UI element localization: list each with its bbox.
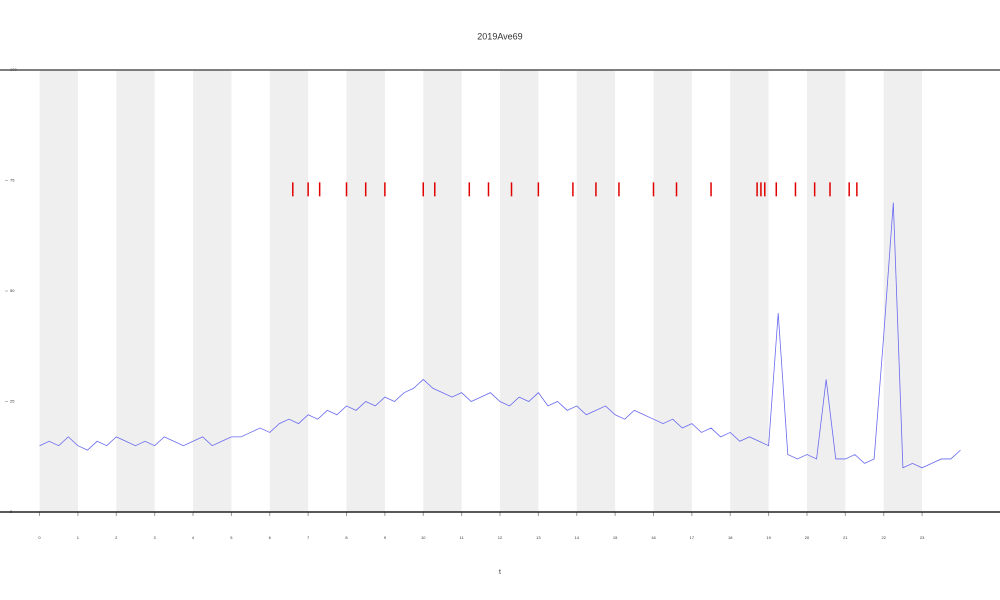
x-tick-label: 19 xyxy=(766,535,771,540)
x-tick-label: 12 xyxy=(498,535,503,540)
background xyxy=(39,70,923,512)
shade-band xyxy=(500,70,539,512)
x-tick-label: 23 xyxy=(920,535,925,540)
x-tick-label: 7 xyxy=(307,535,310,540)
x-tick-label: 8 xyxy=(345,535,348,540)
x-tick-label: 9 xyxy=(384,535,387,540)
chart-title: 2019Ave69 xyxy=(477,31,522,41)
y-tick-label: 25 xyxy=(10,399,15,404)
x-tick-label: 13 xyxy=(536,535,541,540)
shade-band xyxy=(883,70,923,512)
y-tick-label: 75 xyxy=(10,178,15,183)
x-tick-label: 21 xyxy=(843,535,848,540)
x-tick-label: 1 xyxy=(77,535,80,540)
shade-band xyxy=(269,70,309,512)
shade-band xyxy=(806,70,846,512)
x-tick-label: 6 xyxy=(269,535,272,540)
shade-band xyxy=(116,70,155,512)
x-tick-label: 20 xyxy=(805,535,810,540)
shade-band xyxy=(39,70,78,512)
x-tick-label: 22 xyxy=(881,535,886,540)
x-tick-label: 14 xyxy=(575,535,580,540)
x-tick-label: 17 xyxy=(690,535,695,540)
shade-band xyxy=(730,70,769,512)
series-line xyxy=(39,202,961,469)
x-tick-label: 0 xyxy=(38,535,41,540)
x-tick-label: 15 xyxy=(613,535,618,540)
shade-band xyxy=(576,70,616,512)
shade-band xyxy=(653,70,692,512)
x-tick-label: 10 xyxy=(421,535,426,540)
x-tick-label: 11 xyxy=(460,535,465,540)
x-tick-label: 18 xyxy=(728,535,733,540)
x-tick-label: 5 xyxy=(230,535,233,540)
shade-band xyxy=(423,70,462,512)
x-tick-label: 2 xyxy=(115,535,118,540)
x-tick-label: 4 xyxy=(192,535,195,540)
x-axis-label: t xyxy=(499,569,501,576)
shade-band xyxy=(346,70,385,512)
x-tick-label: 3 xyxy=(154,535,157,540)
y-tick-label: 50 xyxy=(10,288,15,293)
x-tick-label: 16 xyxy=(651,535,656,540)
